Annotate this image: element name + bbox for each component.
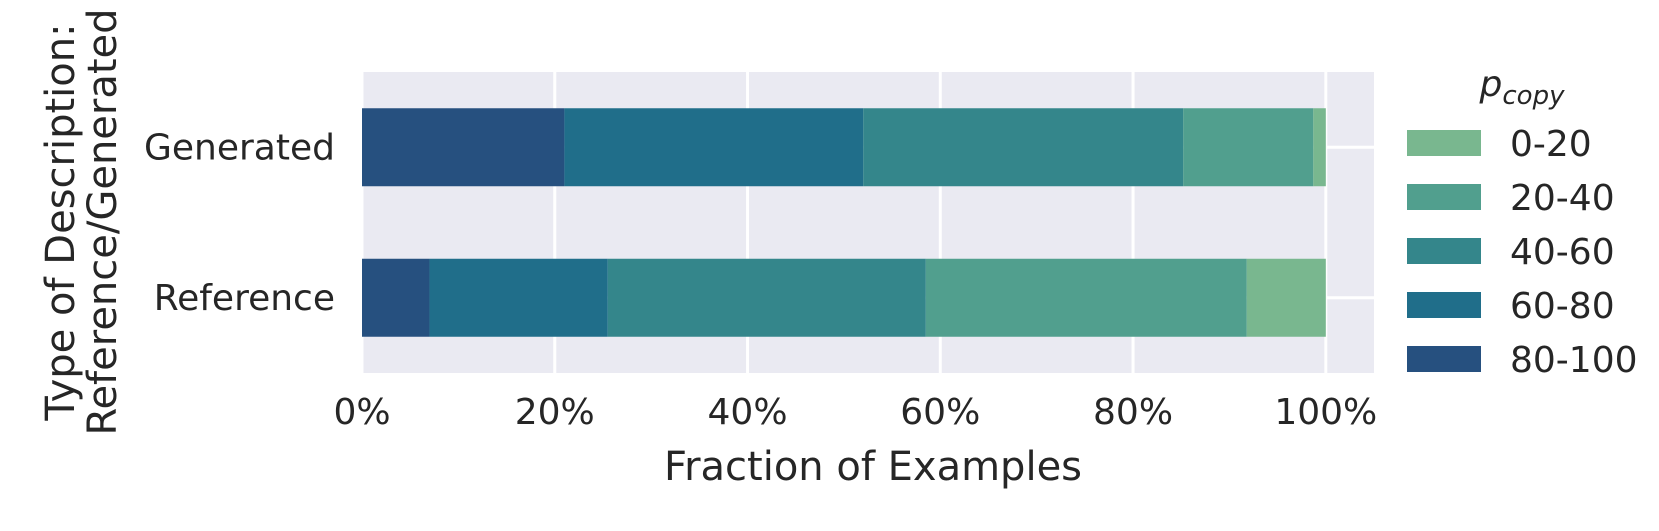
y-axis-label-line-2: Reference/Generated <box>80 8 126 435</box>
x-tick-label: 40% <box>708 392 788 433</box>
x-tick-label: 0% <box>333 392 390 433</box>
legend-label: 80-100 <box>1510 340 1638 381</box>
legend-label: 60-80 <box>1510 286 1615 327</box>
legend-swatch <box>1407 292 1481 318</box>
y-tick-label: Reference <box>154 278 335 319</box>
x-tick-label: 60% <box>900 392 980 433</box>
bar-segment <box>429 258 608 337</box>
bar-segment <box>925 258 1247 337</box>
legend-title: pcopy <box>1479 64 1566 111</box>
x-axis-label: Fraction of Examples <box>664 444 1082 490</box>
legend-swatch <box>1407 184 1481 210</box>
y-axis-label-line-1: Type of Description: <box>38 23 84 421</box>
bar-segment <box>564 108 864 187</box>
bar-segment <box>1183 108 1314 187</box>
y-tick-label: Generated <box>144 127 335 168</box>
bar-segment <box>362 108 565 187</box>
legend-swatch <box>1407 130 1481 156</box>
legend-label: 0-20 <box>1510 124 1592 165</box>
legend-title-subscript: copy <box>1502 81 1565 111</box>
bar-segment <box>1313 108 1326 187</box>
legend-label: 40-60 <box>1510 232 1615 273</box>
x-tick-label: 100% <box>1274 392 1377 433</box>
bar-segment <box>863 108 1184 187</box>
legend-swatch <box>1407 346 1481 372</box>
x-tick-label: 80% <box>1093 392 1173 433</box>
legend-title-base: p <box>1479 64 1503 105</box>
bar-segment <box>362 258 430 337</box>
bar-segment <box>1246 258 1326 337</box>
x-tick-label: 20% <box>515 392 595 433</box>
legend-label: 20-40 <box>1510 178 1615 219</box>
bar-segment <box>607 258 926 337</box>
legend-swatch <box>1407 238 1481 264</box>
